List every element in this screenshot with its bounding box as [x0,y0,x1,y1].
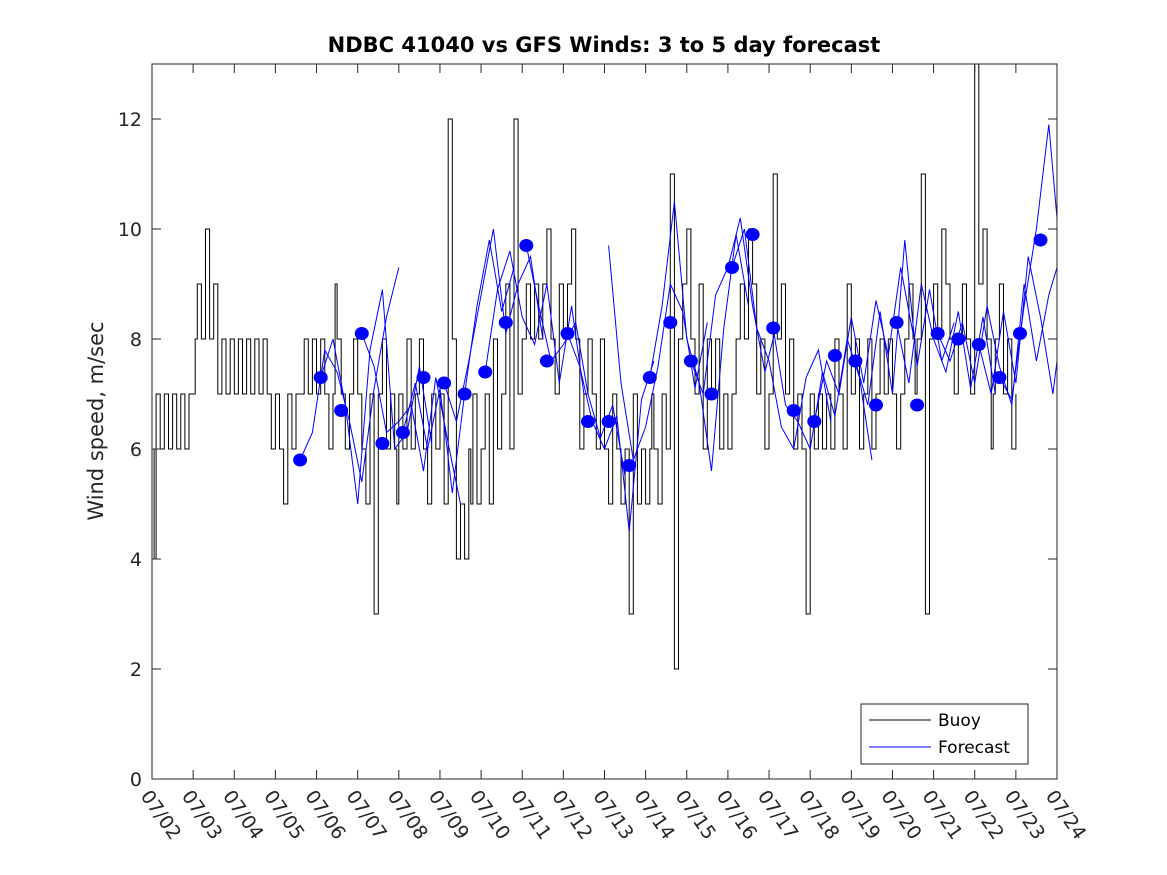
y-tick-label: 2 [130,659,142,681]
forecast-marker [889,316,904,329]
legend-forecast-label: Forecast [938,738,1010,758]
forecast-marker [1033,233,1048,247]
forecast-marker [395,426,410,439]
forecast-run-line-14 [813,267,914,422]
plot-content [152,64,1057,670]
forecast-marker [313,371,328,384]
forecast-marker [951,332,966,346]
chart-title: NDBC 41040 vs GFS Winds: 3 to 5 day fore… [328,33,881,57]
y-tick-label: 10 [118,219,142,241]
forecast-marker [293,453,308,467]
forecast-marker [560,327,575,340]
legend: Buoy Forecast [860,703,1029,765]
y-tick-label: 8 [130,329,142,351]
forecast-marker [683,354,698,368]
forecast-marker [519,239,534,252]
y-axis-label: Wind speed, m/sec [84,321,108,520]
forecast-marker [663,316,678,329]
forecast-marker [807,415,822,428]
forecast-marker [827,349,842,362]
forecast-marker [457,387,472,401]
forecast-marker [601,415,616,428]
forecast-marker [745,228,760,241]
forecast-marker [642,371,657,384]
forecast-marker [622,459,637,472]
forecast-marker [786,404,801,417]
forecast-marker [375,437,390,450]
y-tick-label: 6 [130,439,142,461]
forecast-marker [498,316,513,329]
forecast-marker [725,261,739,274]
forecast-marker [930,327,945,340]
forecast-marker [334,404,349,417]
forecast-run-line-11 [690,217,778,395]
forecast-marker [766,321,781,335]
forecast-run-line-19 [998,124,1057,402]
forecast-marker [478,365,493,379]
forecast-marker [848,354,863,368]
buoy-series-line [152,64,1017,670]
forecast-marker [704,387,719,401]
forecast-marker [971,338,986,351]
forecast-marker [416,371,431,384]
forecast-marker [910,398,925,412]
forecast-marker [539,354,554,368]
y-tick-label: 4 [130,549,142,571]
forecast-run-line-2 [320,289,433,505]
forecast-marker [1013,327,1027,340]
legend-buoy-label: Buoy [938,711,981,731]
forecast-run-line-5 [443,228,544,424]
forecast-marker [992,371,1007,384]
y-tick-label: 12 [118,109,142,131]
forecast-marker [437,376,452,390]
y-tick-label: 0 [130,769,142,791]
forecast-marker [869,398,883,412]
forecast-marker [581,415,595,428]
forecast-run-line-1 [299,267,400,483]
plot-area [152,64,1057,670]
legend-box [860,703,1029,765]
forecast-marker [354,327,369,340]
forecast-run-line-8 [567,333,655,532]
forecast-run-line-4 [402,239,515,494]
forecast-run-line-12 [731,228,832,451]
